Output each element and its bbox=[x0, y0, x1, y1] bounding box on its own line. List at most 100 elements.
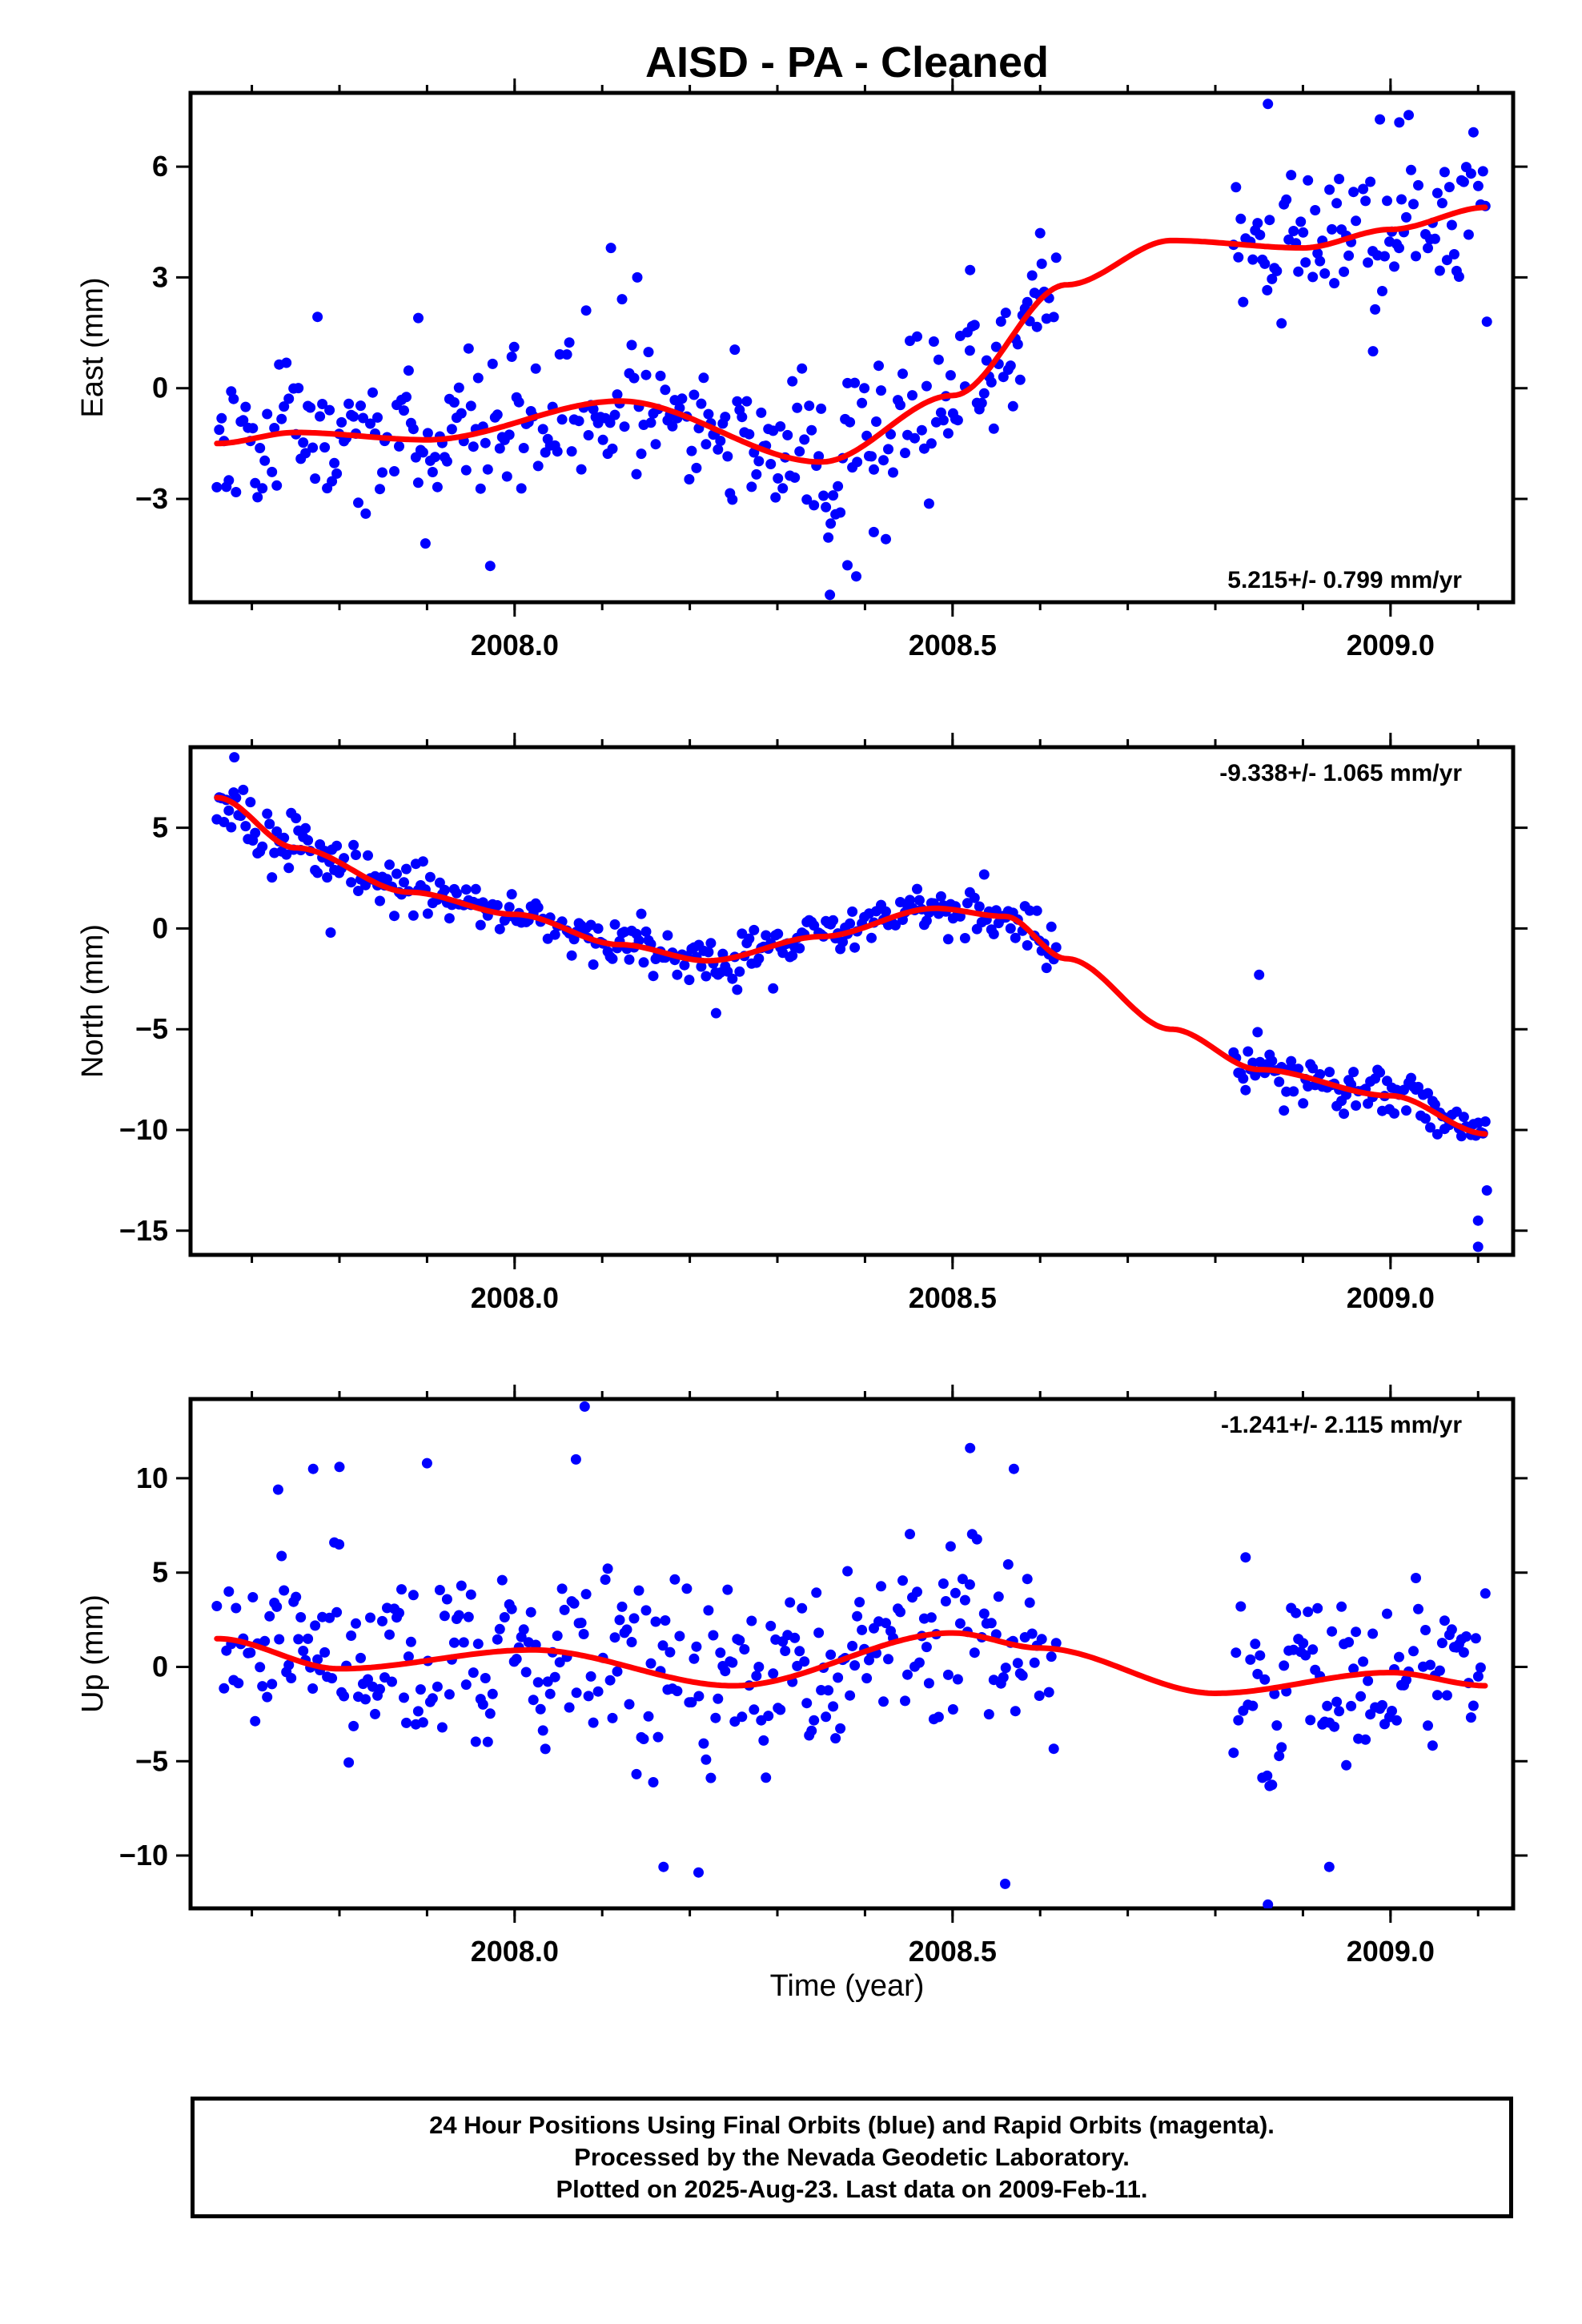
data-point bbox=[1245, 1654, 1256, 1665]
data-point bbox=[389, 911, 400, 922]
data-point bbox=[1259, 1674, 1271, 1685]
data-point bbox=[667, 420, 678, 432]
data-point bbox=[1264, 215, 1275, 226]
data-point bbox=[1307, 271, 1319, 283]
data-point bbox=[849, 1660, 861, 1671]
data-point bbox=[990, 905, 1002, 916]
panel-frame bbox=[188, 90, 1516, 605]
data-point bbox=[439, 1610, 450, 1622]
data-point bbox=[1355, 76, 1366, 86]
data-point bbox=[792, 402, 803, 413]
data-point bbox=[1046, 1651, 1057, 1663]
data-point bbox=[1005, 360, 1016, 372]
data-point bbox=[544, 1688, 556, 1699]
data-point bbox=[976, 397, 987, 408]
data-point bbox=[913, 895, 925, 906]
data-point bbox=[1413, 1603, 1423, 1614]
data-point-outlier bbox=[605, 243, 616, 254]
data-point bbox=[317, 399, 328, 409]
data-point bbox=[995, 316, 1006, 327]
rate-annotation: -9.338+/- 1.065 mm/yr bbox=[1219, 760, 1462, 786]
data-point bbox=[828, 490, 839, 501]
data-point bbox=[286, 1673, 297, 1683]
data-point bbox=[513, 396, 524, 408]
data-point bbox=[578, 1629, 589, 1639]
data-point bbox=[811, 1587, 822, 1598]
data-point bbox=[957, 1574, 968, 1585]
data-point bbox=[710, 1712, 721, 1723]
data-point bbox=[938, 415, 949, 426]
data-point bbox=[602, 1563, 613, 1574]
data-point bbox=[1022, 940, 1033, 951]
data-point bbox=[1336, 1601, 1347, 1612]
data-point bbox=[1315, 1069, 1326, 1080]
data-point bbox=[974, 901, 985, 912]
data-point bbox=[399, 877, 409, 888]
data-point bbox=[727, 494, 738, 505]
data-point bbox=[1031, 321, 1042, 332]
data-point bbox=[463, 1611, 474, 1622]
data-point bbox=[952, 415, 963, 426]
data-point bbox=[933, 354, 944, 365]
data-point bbox=[1420, 1625, 1431, 1635]
data-point bbox=[480, 1673, 491, 1683]
data-point bbox=[729, 344, 741, 356]
data-point bbox=[1401, 1105, 1411, 1116]
data-point bbox=[1377, 286, 1387, 296]
data-point bbox=[636, 908, 647, 919]
panel-frame bbox=[188, 745, 1516, 1257]
data-point bbox=[852, 1610, 863, 1622]
data-point bbox=[857, 397, 868, 408]
data-point-outlier bbox=[1254, 969, 1265, 980]
data-layer bbox=[211, 1401, 1491, 1908]
data-point bbox=[1274, 1076, 1285, 1088]
x-tick-label: 2008.5 bbox=[909, 629, 997, 661]
data-point bbox=[638, 957, 649, 968]
data-layer bbox=[211, 76, 1492, 601]
data-point bbox=[643, 347, 654, 358]
data-point bbox=[429, 452, 440, 463]
data-point bbox=[453, 382, 464, 393]
data-point bbox=[1391, 1715, 1402, 1726]
data-point bbox=[1329, 1721, 1340, 1732]
data-point bbox=[1382, 1608, 1392, 1619]
data-point bbox=[753, 953, 765, 964]
data-point bbox=[888, 467, 898, 478]
data-point bbox=[1339, 266, 1350, 277]
data-point bbox=[506, 1603, 517, 1614]
data-point bbox=[705, 938, 717, 949]
data-point bbox=[821, 501, 832, 513]
data-point bbox=[271, 826, 283, 837]
data-point bbox=[1439, 1615, 1450, 1626]
data-point bbox=[681, 1583, 693, 1594]
data-point bbox=[298, 437, 309, 448]
data-point bbox=[1046, 921, 1057, 932]
data-point bbox=[427, 1693, 438, 1704]
data-point bbox=[307, 1683, 319, 1694]
data-point bbox=[698, 1738, 709, 1749]
data-point bbox=[214, 424, 225, 436]
data-point bbox=[883, 1654, 893, 1665]
data-point bbox=[1458, 1647, 1469, 1658]
data-point bbox=[1389, 1108, 1399, 1119]
data-point bbox=[1293, 266, 1304, 277]
data-point bbox=[1288, 226, 1299, 236]
data-point bbox=[281, 357, 292, 368]
data-point bbox=[935, 891, 946, 902]
data-point bbox=[1252, 218, 1263, 229]
data-point bbox=[756, 407, 767, 418]
data-point bbox=[1255, 229, 1266, 240]
data-point bbox=[990, 341, 1002, 352]
data-point bbox=[737, 1711, 748, 1723]
data-point bbox=[1228, 1747, 1239, 1759]
data-point-outlier bbox=[413, 312, 424, 324]
data-point bbox=[643, 1711, 654, 1722]
data-point bbox=[1401, 1675, 1411, 1686]
data-point bbox=[921, 915, 932, 927]
data-point bbox=[250, 827, 261, 838]
data-point bbox=[245, 797, 256, 808]
data-point bbox=[477, 1699, 488, 1710]
data-point bbox=[494, 443, 505, 454]
data-point bbox=[691, 1641, 702, 1652]
data-point bbox=[1431, 187, 1443, 199]
